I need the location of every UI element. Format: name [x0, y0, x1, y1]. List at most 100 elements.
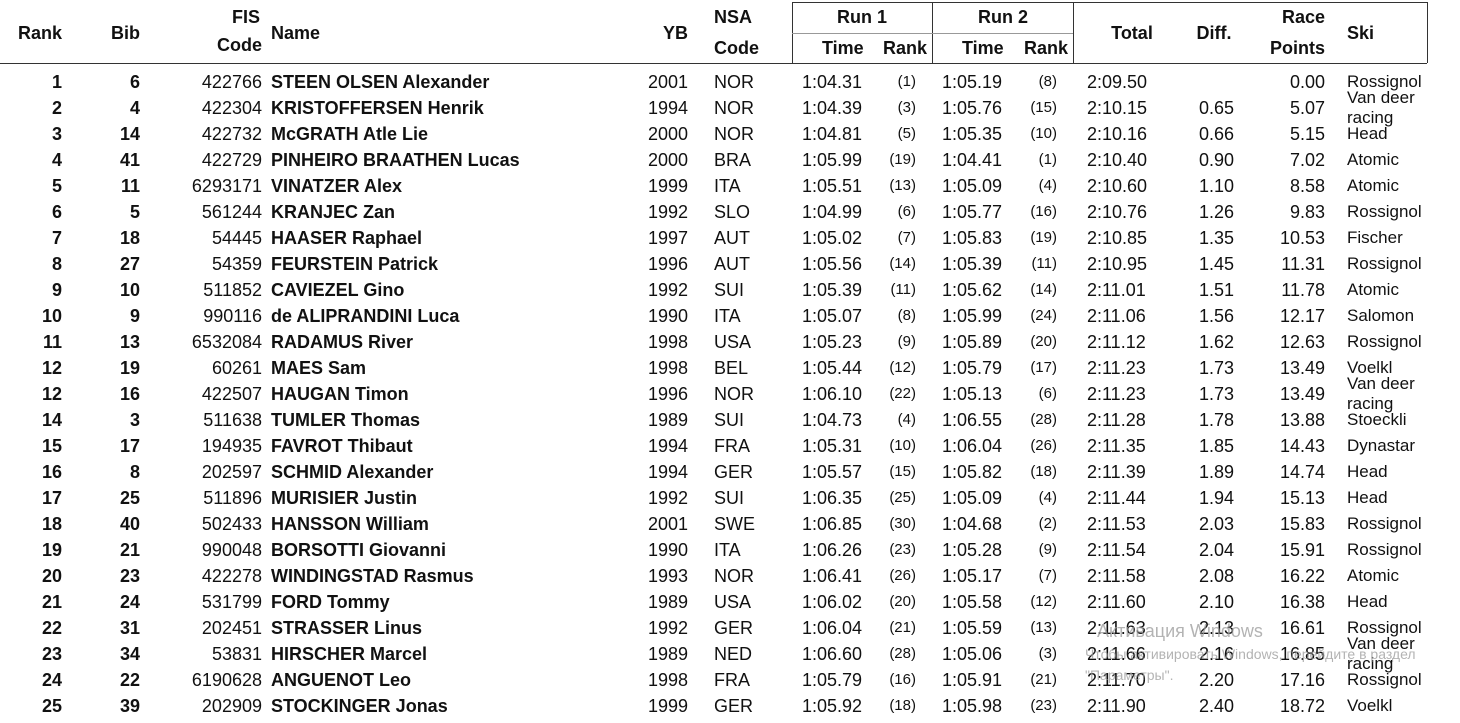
run1-time: 1:06.41: [802, 566, 863, 586]
rank: 18: [41, 514, 62, 534]
ski-brand: Head: [1347, 488, 1388, 507]
fis-code: 531799: [201, 592, 262, 612]
birth-year: 1992: [647, 488, 688, 508]
rank: 25: [41, 696, 62, 716]
header-run-rank: Rank: [882, 38, 927, 58]
race-points: 5.15: [1289, 124, 1325, 144]
run2-rank: (9): [1038, 541, 1057, 558]
run2-rank: (11): [1031, 255, 1057, 272]
run1-rank: (12): [889, 359, 916, 376]
run2-rank: (20): [1030, 333, 1057, 350]
total-time: 2:11.44: [1087, 488, 1146, 508]
bib: 17: [119, 436, 140, 456]
nsa-code: SWE: [714, 514, 756, 534]
run2-rank: (7): [1038, 567, 1057, 584]
run1-rank: (4): [897, 411, 916, 428]
nsa-code: AUT: [714, 228, 750, 248]
run2-right-border: [1073, 2, 1074, 63]
total-time: 2:11.23: [1087, 358, 1146, 378]
bib: 23: [119, 566, 140, 586]
fis-code: 422278: [201, 566, 262, 586]
bib: 5: [129, 202, 140, 222]
nsa-code: BRA: [714, 150, 752, 170]
header-total: Total: [1111, 23, 1153, 43]
ski-brand: Rossignol: [1347, 254, 1422, 273]
run2-rank: (6): [1038, 385, 1057, 402]
bib: 14: [119, 124, 140, 144]
run2-time: 1:05.76: [942, 98, 1003, 118]
ski-brand: Rossignol: [1347, 670, 1422, 689]
rank: 10: [41, 306, 62, 326]
race-points: 16.38: [1279, 592, 1325, 612]
birth-year: 1996: [647, 384, 688, 404]
run2-time: 1:05.77: [942, 202, 1003, 222]
athlete-name: FEURSTEIN Patrick: [271, 254, 439, 274]
fis-code: 202597: [201, 462, 262, 482]
bib: 8: [129, 462, 140, 482]
run1-rank: (20): [889, 593, 916, 610]
birth-year: 1989: [647, 592, 688, 612]
race-points: 13.88: [1279, 410, 1325, 430]
race-points: 12.63: [1279, 332, 1325, 352]
run1-rank: (25): [889, 489, 916, 506]
athlete-name: HAUGAN Timon: [271, 384, 409, 404]
nsa-code: USA: [714, 592, 752, 612]
race-points: 9.83: [1289, 202, 1325, 222]
diff: 2.08: [1198, 566, 1234, 586]
run1-time: 1:05.92: [802, 696, 863, 716]
run2-rank: (12): [1030, 593, 1057, 610]
run2-time: 1:05.98: [942, 696, 1003, 716]
run2-time: 1:05.19: [942, 72, 1003, 92]
diff: 0.90: [1198, 150, 1234, 170]
run2-rank: (4): [1038, 177, 1057, 194]
run2-time: 1:05.09: [942, 176, 1003, 196]
ski-brand: Fischer: [1347, 228, 1403, 247]
run2-time: 1:05.59: [942, 618, 1003, 638]
run2-time: 1:05.17: [942, 566, 1003, 586]
birth-year: 1994: [647, 98, 688, 118]
run1-time: 1:05.23: [802, 332, 863, 352]
birth-year: 2000: [647, 150, 688, 170]
nsa-code: NED: [714, 644, 753, 664]
run2-rank: (4): [1038, 489, 1057, 506]
ski-brand: Head: [1347, 462, 1388, 481]
bib: 21: [119, 540, 140, 560]
nsa-code: NOR: [714, 72, 754, 92]
right-border: [1427, 2, 1428, 63]
diff: 2.04: [1198, 540, 1234, 560]
run2-time: 1:05.58: [942, 592, 1003, 612]
bib: 40: [119, 514, 140, 534]
run1-rank: (9): [897, 333, 916, 350]
rank: 15: [41, 436, 62, 456]
run1-rank: (18): [889, 697, 916, 714]
os-watermark: Активация Windows: [1097, 621, 1263, 641]
ski-brand: Rossignol: [1347, 72, 1422, 91]
fis-code: 502433: [201, 514, 262, 534]
run1-rank: (13): [889, 177, 916, 194]
run2-rank: (14): [1030, 281, 1057, 298]
ski-brand: Rossignol: [1347, 332, 1422, 351]
ski-brand: Head: [1347, 592, 1388, 611]
run1-time: 1:05.07: [802, 306, 863, 326]
race-points: 11.31: [1281, 254, 1325, 274]
run2-time: 1:04.68: [942, 514, 1003, 534]
birth-year: 1992: [647, 202, 688, 222]
total-time: 2:11.60: [1087, 592, 1146, 612]
nsa-code: AUT: [714, 254, 750, 274]
fis-code: 60261: [211, 358, 262, 378]
run1-time: 1:05.57: [802, 462, 863, 482]
fis-code: 511852: [203, 280, 262, 300]
run2-time: 1:05.13: [942, 384, 1003, 404]
diff: 2.20: [1198, 670, 1234, 690]
run1-time: 1:06.04: [802, 618, 863, 638]
bib: 13: [119, 332, 140, 352]
bib: 27: [119, 254, 140, 274]
nsa-code: SLO: [714, 202, 751, 222]
ski-brand: Van deer racing: [1347, 374, 1415, 413]
run2-rank: (24): [1030, 307, 1057, 324]
nsa-code: FRA: [714, 670, 750, 690]
fis-code: 422766: [201, 72, 262, 92]
total-time: 2:10.60: [1087, 176, 1148, 196]
rank: 7: [51, 228, 62, 248]
